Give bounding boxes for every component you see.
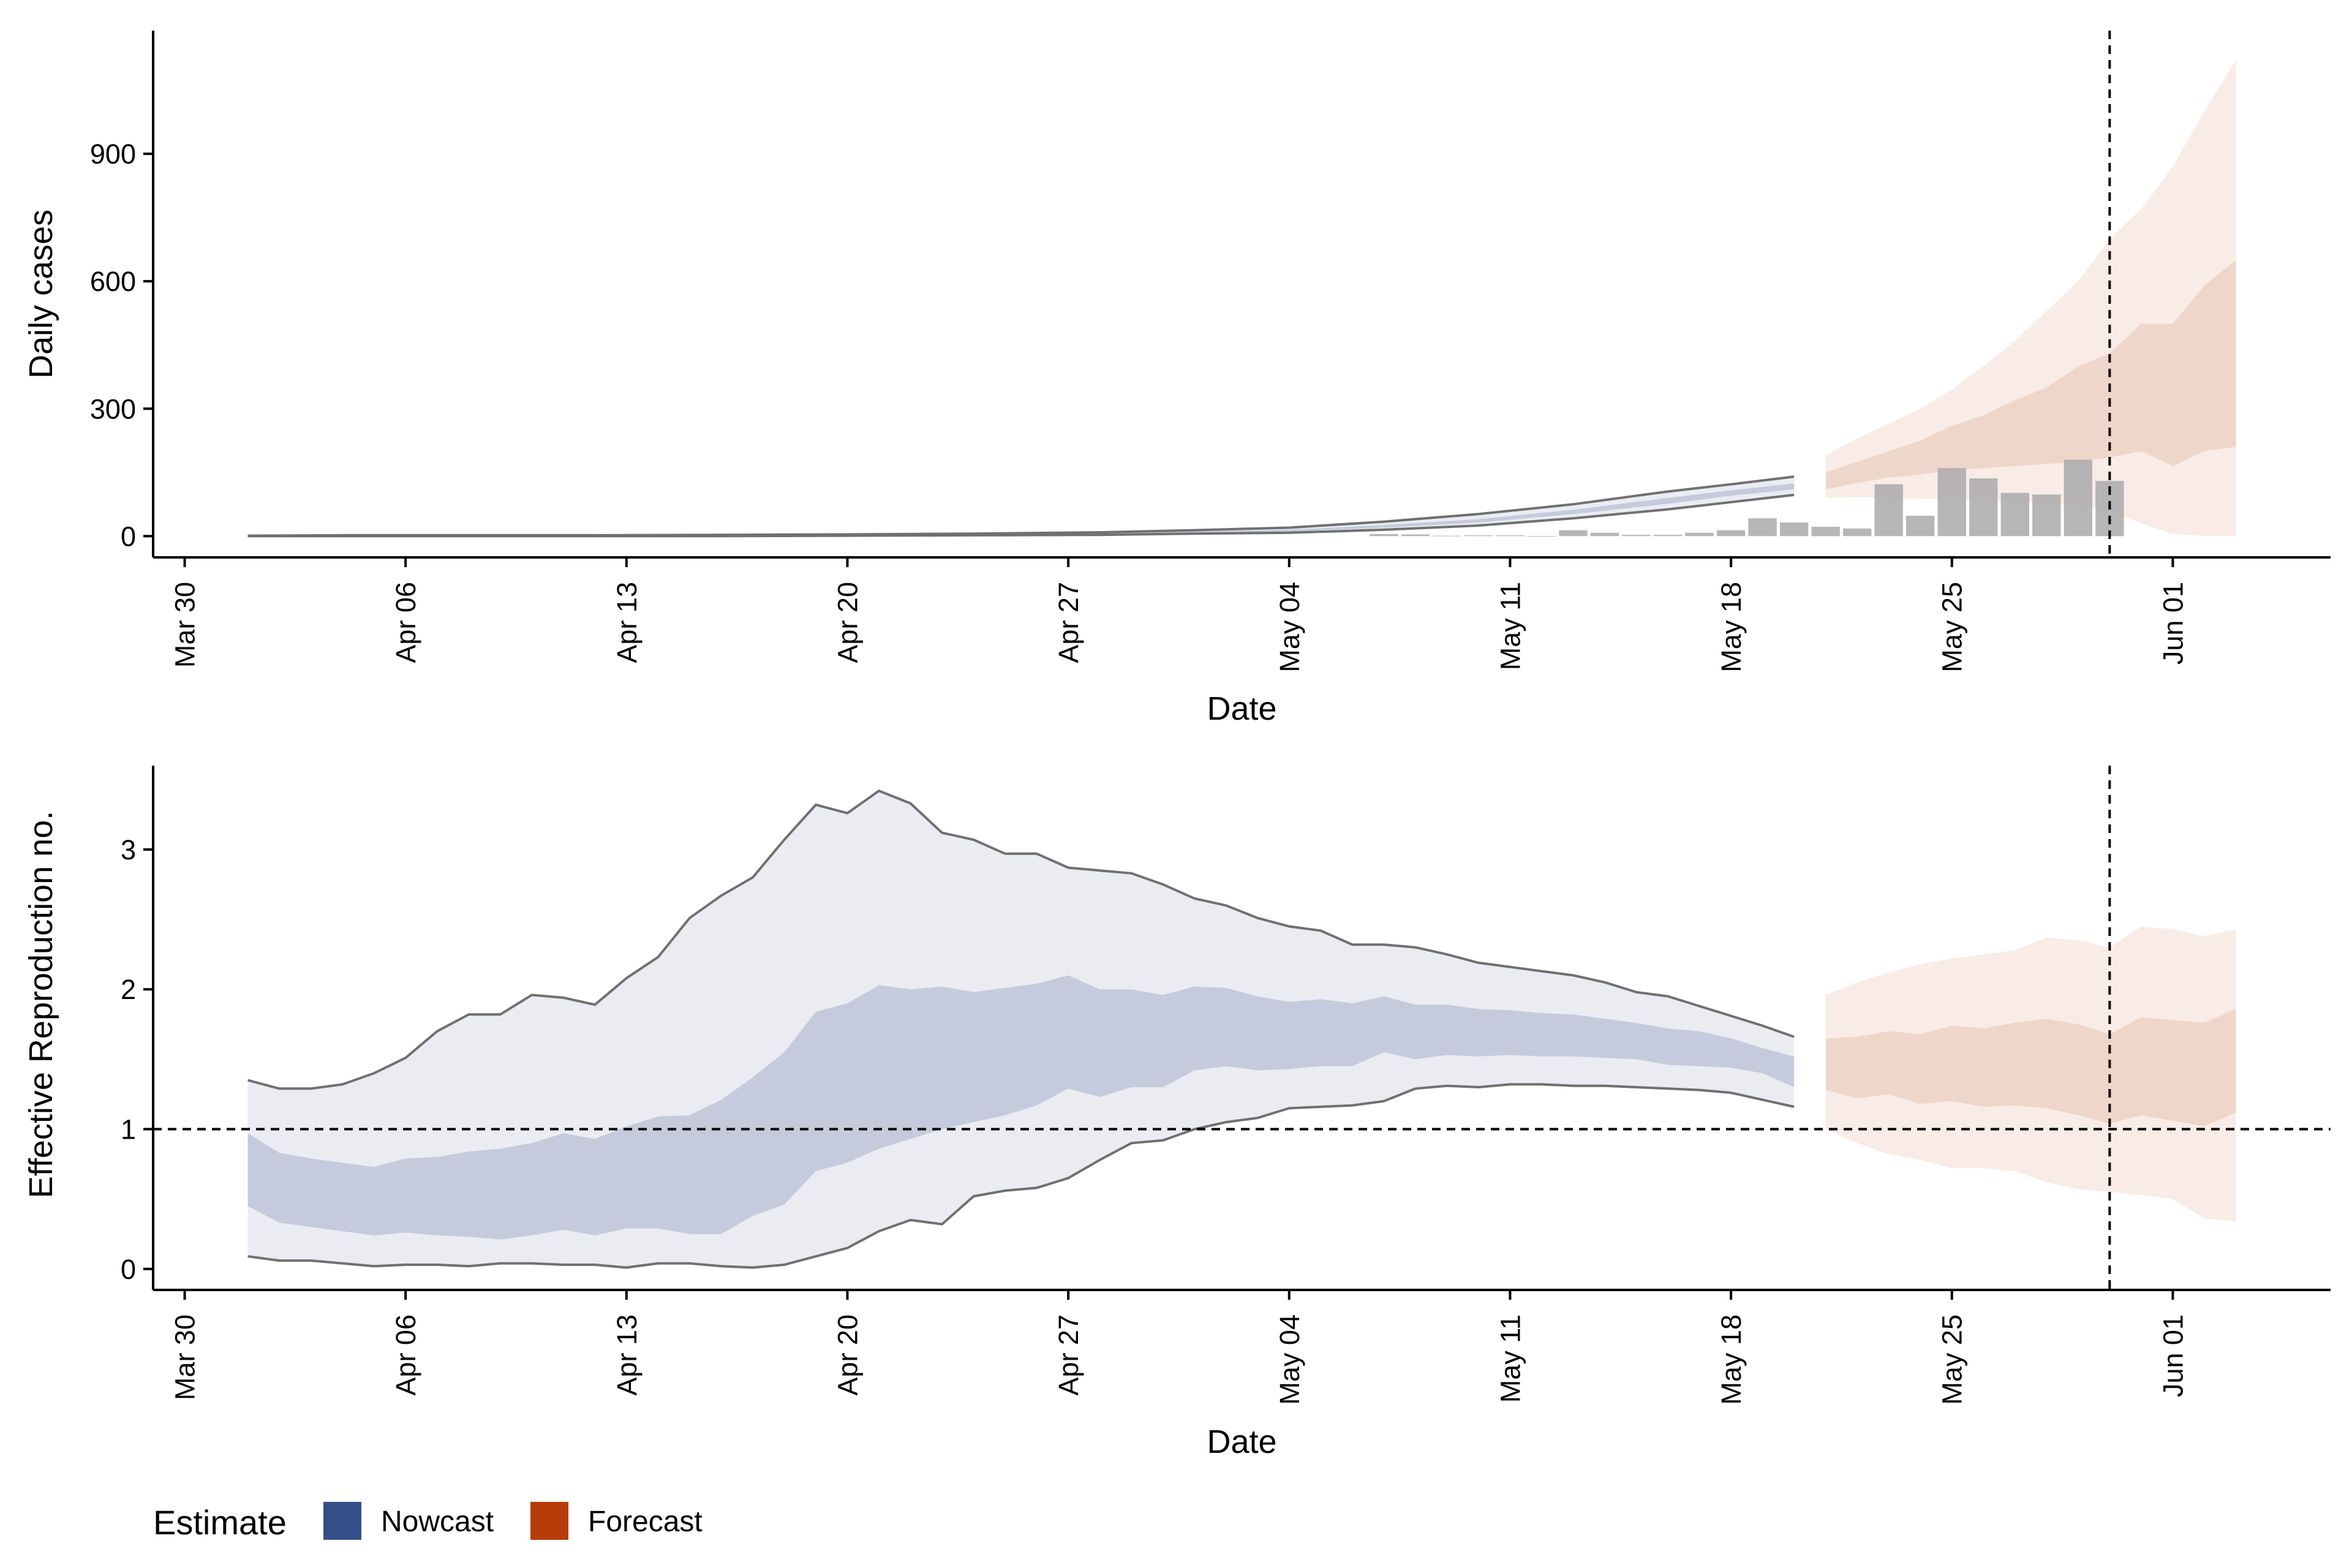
x-tick-label: Apr 20 — [832, 582, 863, 663]
nowcast-lower-line — [247, 494, 1795, 538]
case-bar — [1811, 527, 1840, 537]
x-tick-label: Apr 27 — [1053, 1314, 1084, 1396]
forecast-band-50 — [1825, 260, 2236, 489]
x-tick-label: May 04 — [1274, 1314, 1305, 1405]
x-tick-label: Apr 20 — [832, 1314, 863, 1396]
x-tick-label: Mar 30 — [170, 1314, 201, 1400]
nowcast-band-50 — [247, 975, 1795, 1240]
x-tick-label: Jun 01 — [2157, 1314, 2188, 1397]
x-tick-label: May 18 — [1716, 582, 1747, 673]
case-bar — [1906, 516, 1935, 537]
case-bar — [2032, 494, 2061, 537]
forecast-band-50 — [1825, 1009, 2236, 1126]
y-tick-label: 0 — [121, 521, 136, 552]
nowcast-band-90 — [247, 477, 1795, 537]
case-bar — [1401, 534, 1430, 537]
case-bar — [1874, 484, 1903, 537]
legend-title: Estimate — [153, 1503, 287, 1542]
x-tick-label: Jun 01 — [2157, 582, 2188, 665]
x-tick-label: Apr 13 — [611, 582, 643, 663]
case-bar — [1590, 532, 1619, 537]
x-tick-label: Apr 27 — [1053, 582, 1084, 663]
y-axis-title: Daily cases — [23, 209, 59, 379]
case-bar — [1559, 530, 1588, 537]
y-tick-label: 600 — [90, 266, 136, 297]
legend-swatch-nowcast — [323, 1502, 361, 1540]
x-axis-title: Date — [1207, 690, 1276, 727]
x-tick-label: May 18 — [1716, 1314, 1747, 1405]
legend: Estimate Nowcast Forecast — [153, 1502, 703, 1542]
case-bar — [1653, 535, 1683, 537]
case-bar — [1969, 478, 1998, 537]
case-bar — [1433, 535, 1461, 537]
case-bar — [1937, 468, 1966, 537]
reproduction-panel: 0 1 2 3 Mar 30 Apr 06 Apr 13 Apr 20 Apr 27 May 04… — [23, 766, 2331, 1460]
case-bar — [2064, 459, 2092, 537]
case-bar — [1496, 535, 1525, 537]
case-bar — [1843, 528, 1872, 537]
x-tick-label: May 25 — [1937, 1314, 1968, 1405]
x-tick-label: May 11 — [1494, 582, 1526, 670]
legend-label-forecast: Forecast — [588, 1506, 703, 1538]
nowcast-upper-line — [247, 789, 1795, 1090]
legend-label-nowcast: Nowcast — [381, 1506, 494, 1538]
case-bar — [1370, 533, 1398, 537]
cases-panel: 0 300 600 900 Mar 30 Apr 06 Apr 13 Apr 20 Apr 27… — [23, 31, 2331, 727]
case-bar — [1527, 536, 1556, 537]
y-tick-label: 1 — [121, 1114, 136, 1145]
legend-swatch-forecast — [530, 1502, 568, 1540]
case-bar — [1685, 532, 1714, 537]
x-tick-label: Apr 13 — [611, 1314, 643, 1396]
x-tick-label: May 25 — [1937, 582, 1968, 673]
x-tick-label: Mar 30 — [170, 582, 201, 668]
case-bar — [1464, 535, 1493, 537]
x-tick-label: Apr 06 — [390, 582, 421, 663]
y-axis-title: Effective Reproduction no. — [23, 811, 59, 1198]
y-tick-label: 300 — [90, 393, 136, 424]
case-bar — [1748, 518, 1777, 537]
x-tick-label: Apr 06 — [390, 1314, 421, 1396]
x-tick-label: May 04 — [1274, 582, 1305, 673]
case-bar — [2000, 492, 2029, 537]
y-tick-label: 900 — [90, 138, 136, 170]
nowcast-upper-line — [247, 475, 1795, 537]
y-tick-label: 2 — [121, 974, 136, 1005]
nowcast-lower-line — [247, 1083, 1795, 1269]
case-bar — [1716, 530, 1746, 537]
x-axis-title: Date — [1207, 1423, 1276, 1460]
case-bar — [1622, 535, 1651, 537]
x-tick-label: May 11 — [1494, 1314, 1526, 1403]
y-tick-label: 3 — [121, 834, 136, 865]
case-bar — [1779, 522, 1809, 537]
y-tick-label: 0 — [121, 1254, 136, 1285]
